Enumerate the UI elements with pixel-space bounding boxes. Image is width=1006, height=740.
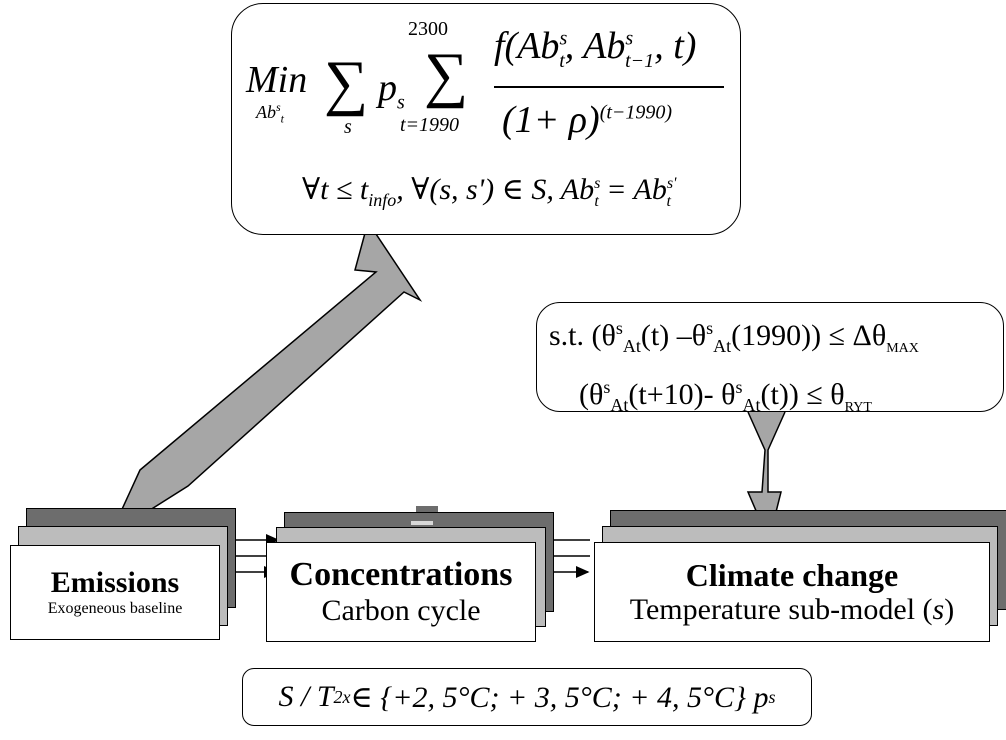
min-operator: Min: [246, 59, 308, 101]
concentrations-stack-tab-light: [411, 521, 433, 525]
non-anticipativity-condition: ∀t ≤ tinfo, ∀(s, s') ∈ S, Abst = Abs't: [302, 173, 677, 210]
concentrations-module: Concentrations Carbon cycle: [266, 542, 536, 642]
climate-change-subtitle: Temperature sub-model (s): [629, 593, 955, 626]
fraction-bar: [494, 86, 724, 88]
objective-function-callout: Min Abst ∑ s ps 2300 ∑ t=1990 f(Abst, Ab…: [231, 3, 741, 235]
temperature-constraint-callout: s.t. (θsAt(t) –θsAt(1990)) ≤ ΔθMAX (θsAt…: [536, 302, 1004, 415]
constraint-line-1: s.t. (θsAt(t) –θsAt(1990)) ≤ ΔθMAX: [549, 318, 919, 356]
fraction-numerator: f(Abst, Abst−1, t): [494, 25, 697, 72]
sum-symbol-t: ∑: [424, 41, 469, 109]
sum-symbol-s: ∑: [324, 49, 369, 117]
objective-pointer-arrow: [111, 220, 423, 519]
constraint-line-2: (θsAt(t+10)- θsAt(t)) ≤ θRYT: [579, 377, 872, 415]
emissions-subtitle: Exogeneous baseline: [47, 599, 183, 617]
concentrations-title: Concentrations: [289, 556, 513, 593]
concentrations-subtitle: Carbon cycle: [321, 594, 481, 627]
fraction-denominator: (1+ ρ)(t−1990): [502, 99, 673, 141]
min-variable: Abst: [256, 100, 285, 126]
concentrations-stack-tab: [416, 506, 438, 514]
climate-sensitivity-scenarios: S / T 2x ∈ {+2, 5°C; + 3, 5°C; + 4, 5°C} …: [242, 668, 812, 726]
climate-change-module: Climate change Temperature sub-model (s): [594, 542, 990, 642]
probability-ps: ps: [378, 67, 405, 114]
emissions-module: Emissions Exogeneous baseline: [10, 545, 220, 640]
sum-upper-bound: 2300: [408, 18, 448, 40]
emissions-title: Emissions: [50, 565, 180, 599]
sum-index-s: s: [344, 116, 352, 138]
climate-change-title: Climate change: [685, 557, 899, 593]
sum-lower-bound: t=1990: [400, 114, 460, 136]
